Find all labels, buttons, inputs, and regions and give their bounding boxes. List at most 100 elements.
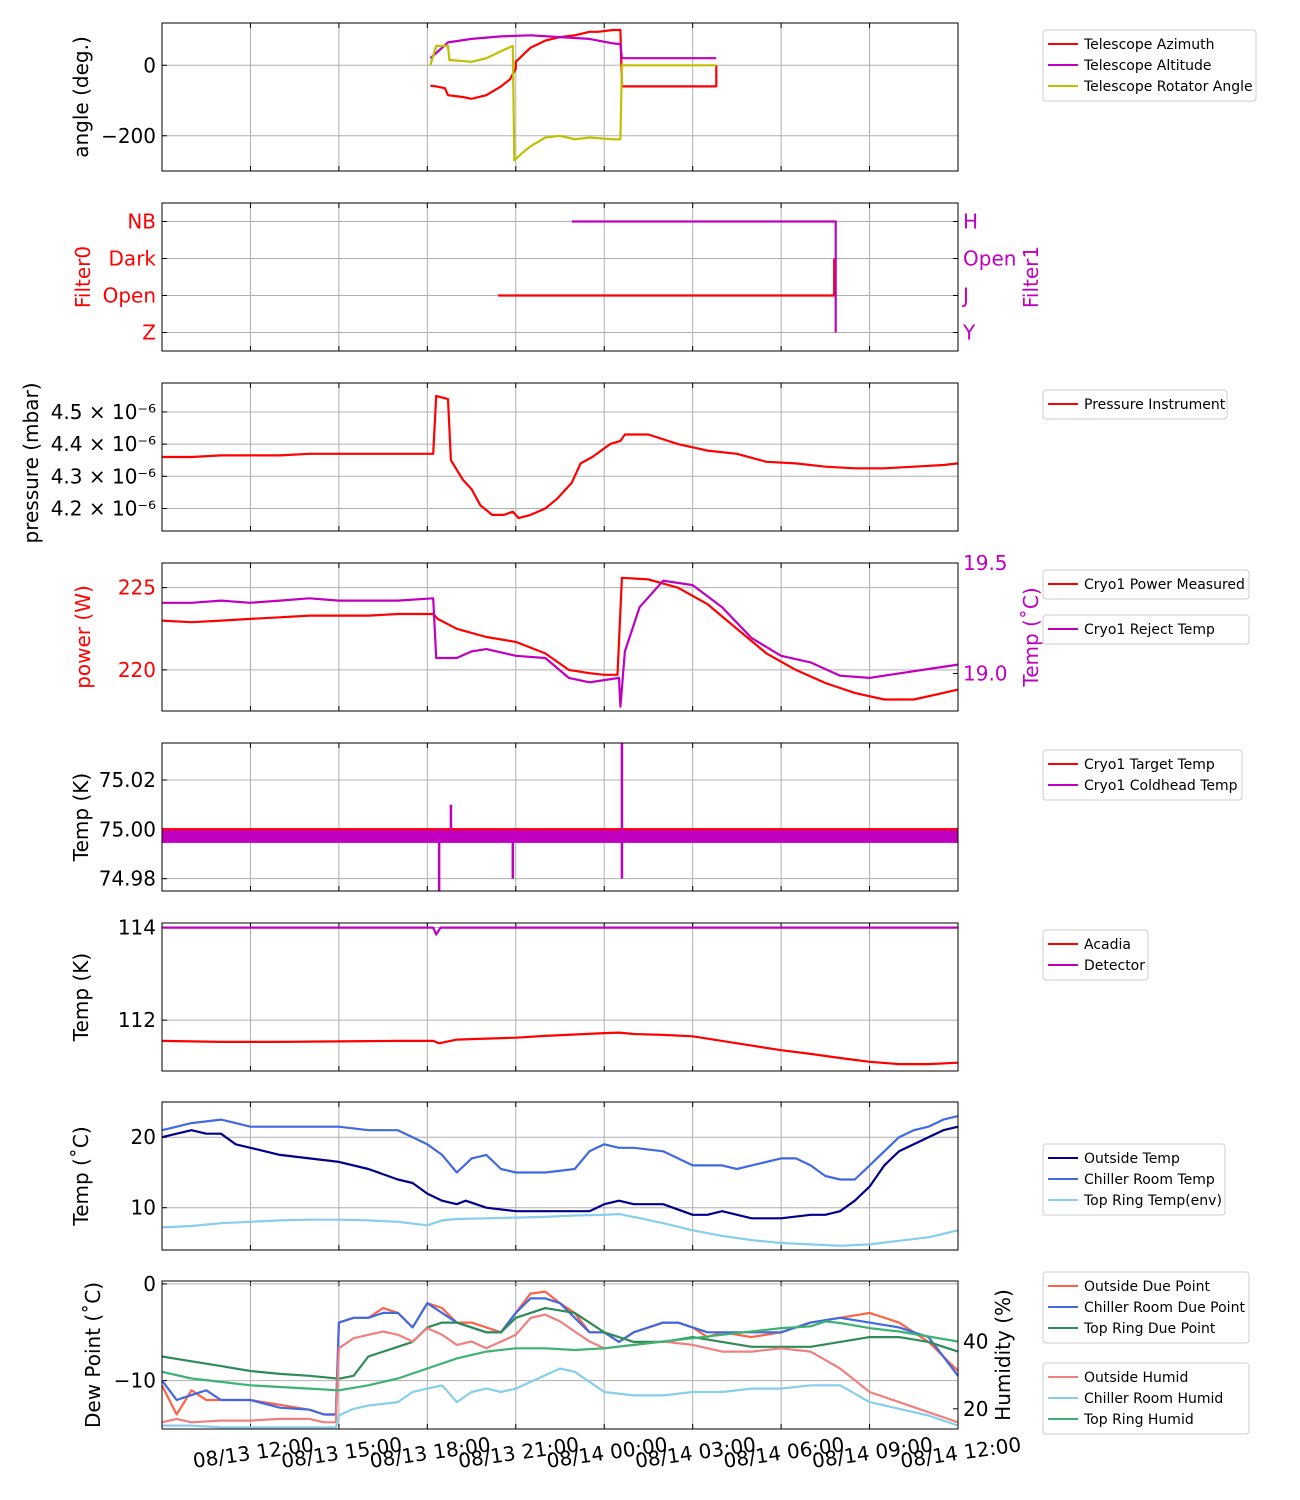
plot-area — [162, 203, 958, 351]
y-axis-label-left: power (W) — [71, 585, 95, 689]
legend-label: Chiller Room Due Point — [1084, 1300, 1245, 1316]
series-line-detector — [162, 926, 958, 936]
y-tick-label: 75.00 — [99, 817, 156, 841]
y-tick-label: 10 — [131, 1196, 156, 1220]
legend-frame — [1042, 389, 1228, 420]
series-line-outside-humid — [161, 1313, 959, 1424]
series-line-pressure-instrument — [162, 394, 959, 520]
y-axis-label: Temp (K) — [69, 773, 93, 862]
legend-frame — [1042, 569, 1250, 600]
legend-frame — [1042, 1271, 1250, 1344]
legend-label: Pressure Instrument — [1084, 397, 1226, 413]
series-line-top-ring-temp-env- — [161, 1213, 959, 1247]
legend-label: Chiller Room Humid — [1084, 1391, 1223, 1407]
legend: Cryo1 Power Measured — [1042, 569, 1250, 600]
chart-panel-7: 20 10 Temp (˚C) Outside Temp Chiller Room Te… — [69, 1101, 1226, 1251]
plot-frame — [161, 562, 959, 712]
y-tick-label: 112 — [118, 1008, 156, 1032]
legend-label: Detector — [1084, 958, 1145, 974]
plot-frame — [161, 22, 959, 172]
legend-frame — [1042, 614, 1250, 645]
y-tick-label: 4.4 × 10⁻⁶ — [51, 432, 156, 456]
legend-label: Cryo1 Coldhead Temp — [1084, 778, 1238, 794]
y-tick-label: 20 — [131, 1125, 156, 1149]
y-tick-label-right: 40 — [963, 1330, 988, 1354]
legend-frame — [1042, 1362, 1250, 1435]
legend-frame — [1042, 1143, 1226, 1216]
series-line-telescope-altitude — [429, 34, 717, 60]
y-axis-label-left: Dew Point (˚C) — [81, 1282, 105, 1428]
y-tick-label-right: H — [963, 210, 978, 234]
y-tick-label: 114 — [118, 916, 156, 940]
y-tick-label-right: 20 — [963, 1397, 988, 1421]
y-tick-label: 225 — [118, 576, 156, 600]
chart-panel-8: 0 −10 40 20 Dew Point (˚C) Humidity (%) Outsid… — [81, 1271, 1250, 1473]
legend: Cryo1 Target Temp Cryo1 Coldhead Temp — [1042, 749, 1243, 801]
series-line-top-ring-due-point — [161, 1307, 959, 1380]
legend: Telescope Azimuth Telescope Altitude Teles… — [1042, 29, 1257, 102]
y-axis-label-right: Temp (˚C) — [1019, 587, 1043, 687]
legend-label: Telescope Altitude — [1083, 58, 1212, 74]
series-line-filter0 — [498, 258, 836, 297]
legend: Cryo1 Reject Temp — [1042, 614, 1250, 645]
legend: Outside Due Point Chiller Room Due Point T… — [1042, 1271, 1250, 1344]
y-tick-label-right: 19.5 — [963, 551, 1008, 575]
y-axis-label: Temp (K) — [69, 953, 93, 1042]
plot-frame — [161, 1280, 959, 1430]
series-line-filter1 — [571, 220, 837, 333]
plot-area — [162, 23, 958, 171]
legend: Pressure Instrument — [1042, 389, 1228, 420]
y-tick-label: 0 — [143, 1272, 156, 1296]
legend-label: Outside Temp — [1084, 1151, 1180, 1167]
y-tick-label: Dark — [109, 247, 157, 271]
chart-panel-6: 114 112 Temp (K) Acadia Detector — [69, 916, 1149, 1072]
chart-panel-3: 4.5 × 10⁻⁶ 4.4 × 10⁻⁶ 4.3 × 10⁻⁶ 4.2 × 10⁻⁶… — [19, 382, 1228, 544]
series-line-acadia — [161, 1031, 959, 1066]
series-line-telescope-azimuth — [430, 28, 718, 100]
y-tick-label: 4.2 × 10⁻⁶ — [51, 496, 156, 520]
y-tick-label: 0 — [143, 53, 156, 77]
y-tick-label-right: Open — [963, 247, 1016, 271]
series-line-cryo1-reject-temp — [162, 579, 959, 708]
legend-label: Acadia — [1084, 937, 1131, 953]
coldhead-temp-band — [162, 828, 958, 843]
legend-label: Outside Due Point — [1084, 1279, 1211, 1295]
y-tick-label: Open — [103, 284, 156, 308]
plot-frame — [161, 202, 959, 352]
legend-label: Top Ring Due Point — [1083, 1321, 1216, 1337]
plot-frame — [161, 742, 959, 892]
plot-frame — [161, 382, 959, 532]
legend-label: Telescope Azimuth — [1083, 37, 1214, 53]
y-tick-label: 4.5 × 10⁻⁶ — [51, 400, 156, 424]
plot-area — [162, 1102, 958, 1250]
legend-frame — [1042, 29, 1257, 102]
series-line-chiller-room-temp — [161, 1115, 959, 1181]
legend: Outside Humid Chiller Room Humid Top Ring … — [1042, 1362, 1250, 1435]
series-line-cryo1-power-measured — [161, 576, 959, 701]
series-line-top-ring-humid — [161, 1320, 959, 1392]
y-tick-label-right: J — [961, 284, 969, 308]
plot-area — [162, 923, 958, 1071]
legend-label: Telescope Rotator Angle — [1083, 79, 1253, 95]
legend-frame — [1042, 929, 1149, 981]
series-line-telescope-rotator-angle — [429, 44, 717, 162]
y-tick-label: −10 — [114, 1369, 156, 1393]
plot-area — [162, 563, 958, 711]
plot-area — [162, 743, 958, 891]
y-tick-label: 75.02 — [99, 768, 156, 792]
legend: Acadia Detector — [1042, 929, 1149, 981]
y-tick-label: 4.3 × 10⁻⁶ — [51, 464, 156, 488]
legend-label: Top Ring Humid — [1083, 1412, 1194, 1428]
legend-label: Cryo1 Power Measured — [1084, 577, 1245, 593]
plot-area — [162, 1281, 958, 1429]
legend-label: Chiller Room Temp — [1084, 1172, 1215, 1188]
legend-label: Outside Humid — [1084, 1370, 1188, 1386]
y-tick-label: Z — [142, 321, 156, 345]
y-axis-label-right: Filter1 — [1019, 246, 1043, 308]
plot-frame — [161, 922, 959, 1072]
y-axis-label-right: Humidity (%) — [991, 1289, 1015, 1421]
legend-label: Cryo1 Reject Temp — [1084, 622, 1215, 638]
plot-frame — [161, 1101, 959, 1251]
